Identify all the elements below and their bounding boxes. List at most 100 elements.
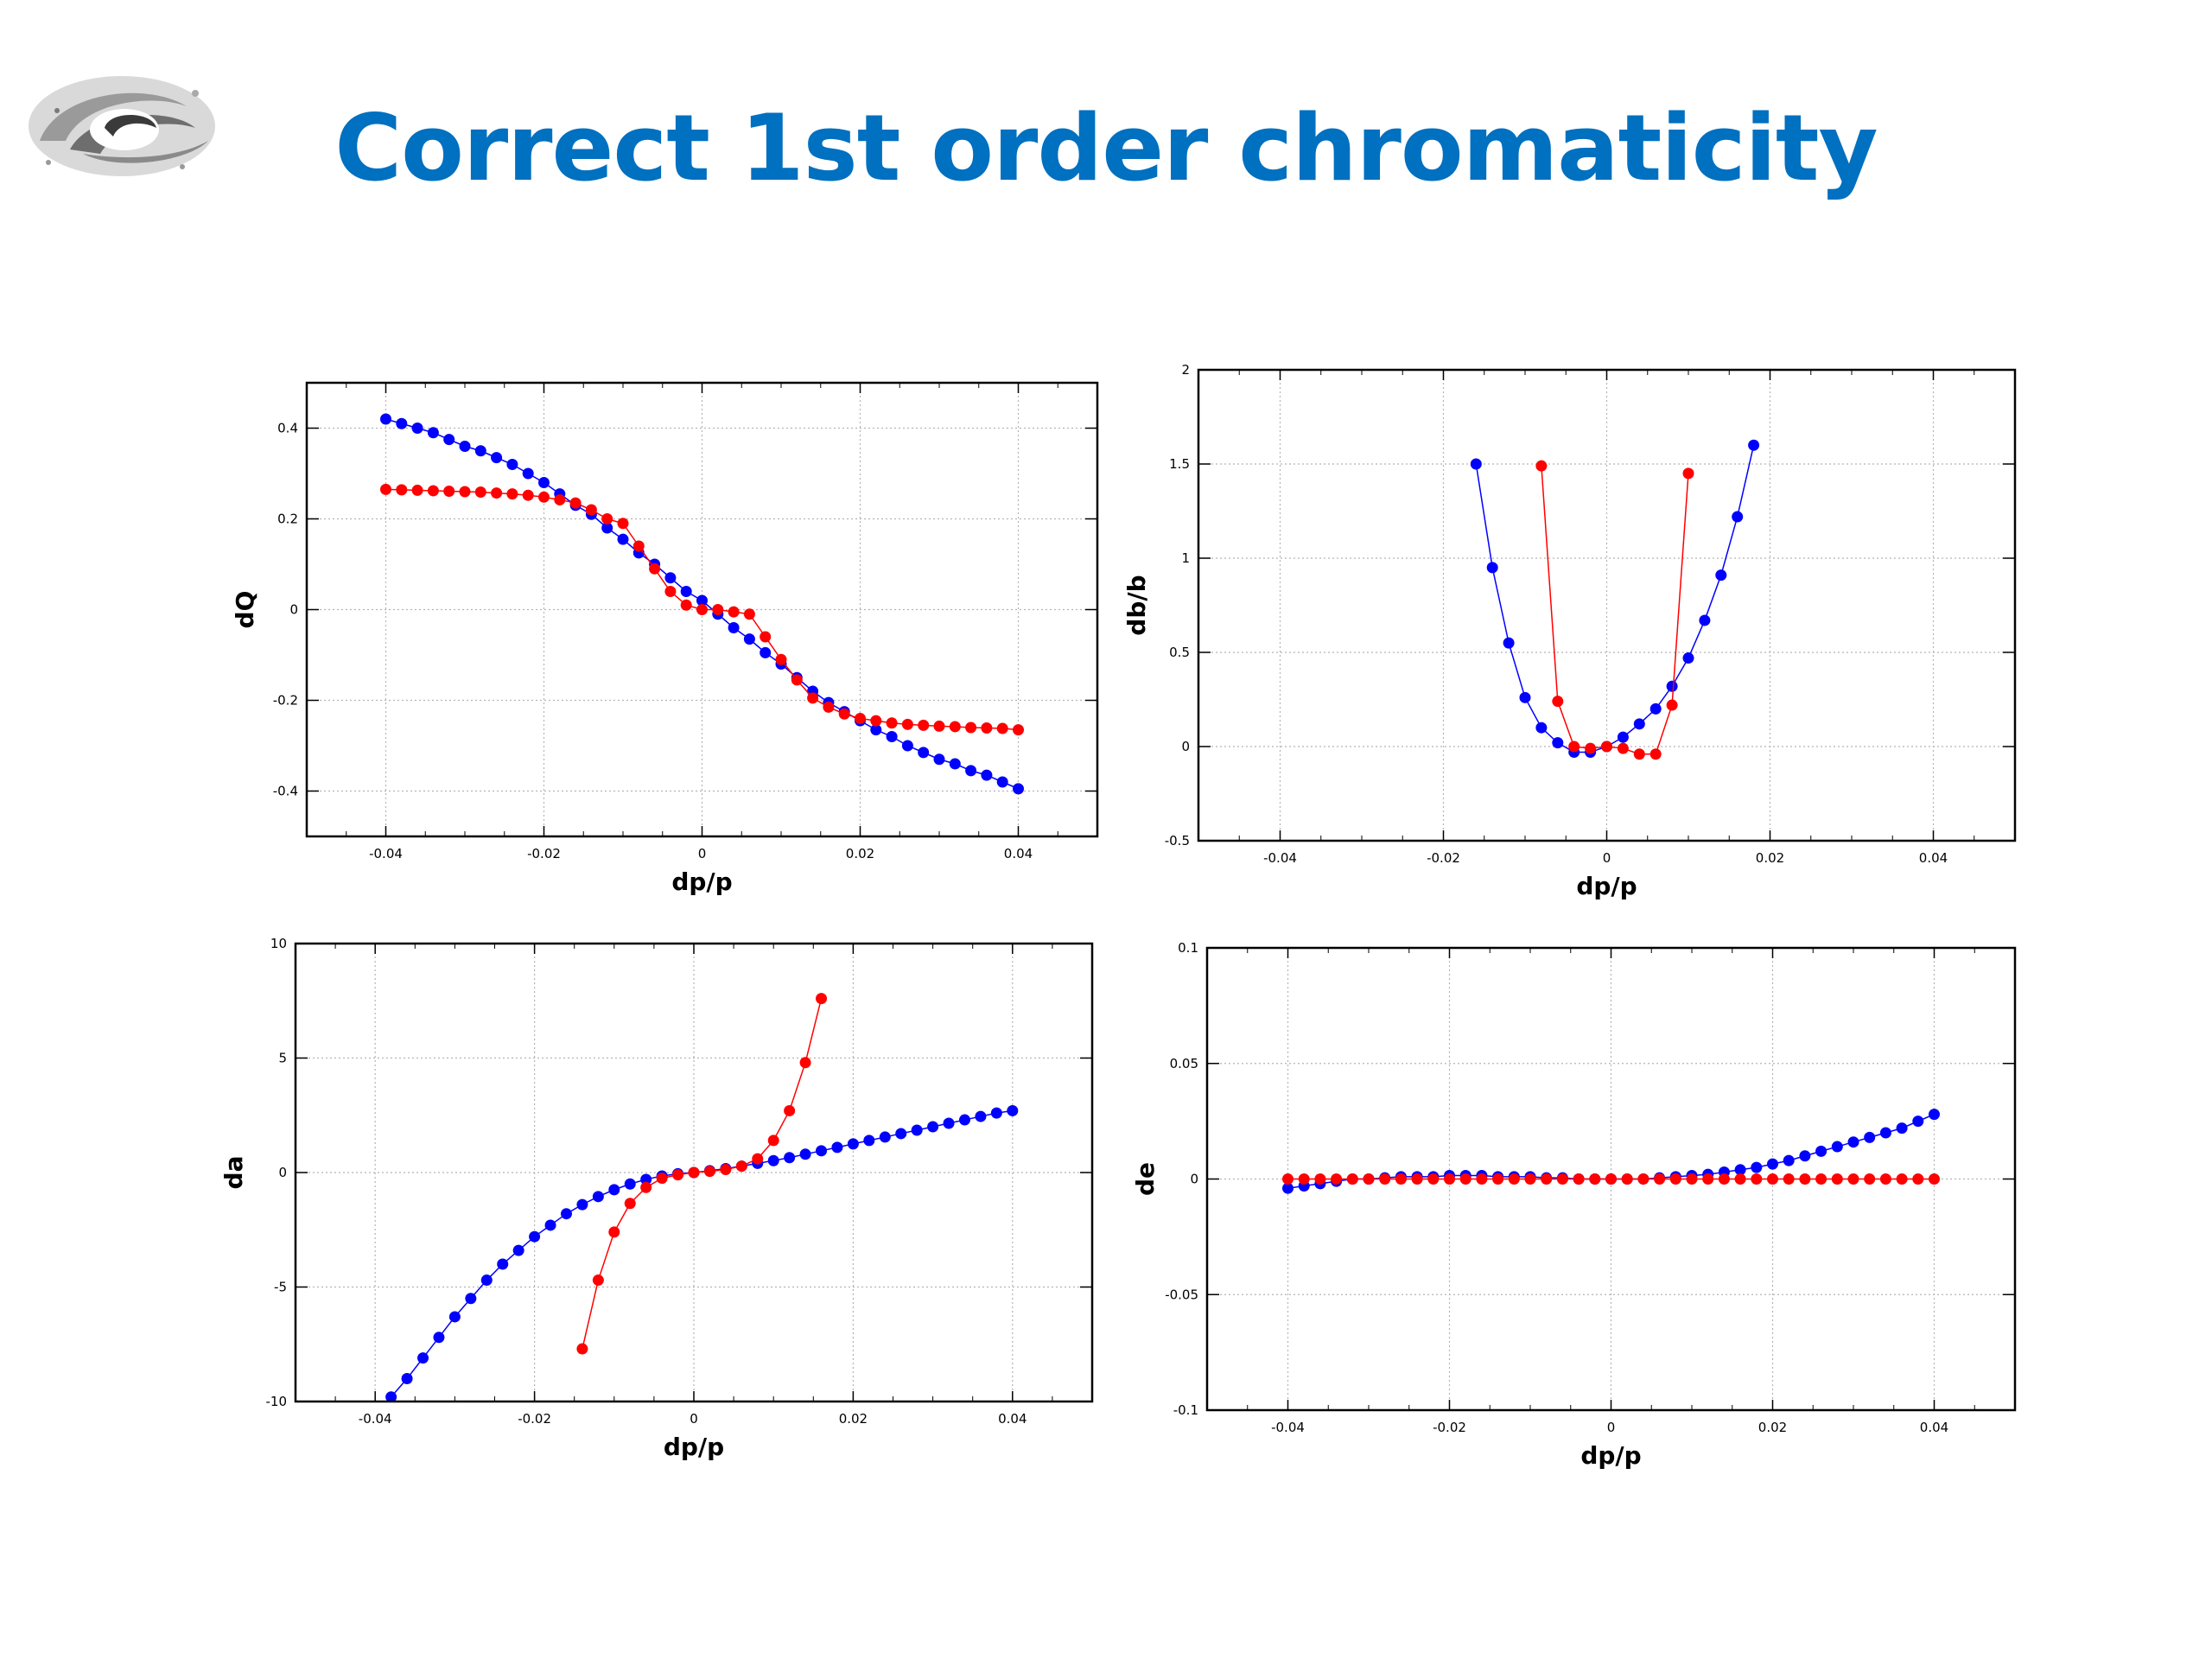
data-point — [1314, 1173, 1326, 1185]
data-point — [1896, 1122, 1908, 1135]
data-point — [459, 486, 471, 498]
data-point — [680, 599, 692, 611]
data-point — [831, 1141, 843, 1154]
data-point — [933, 720, 945, 732]
data-point — [918, 747, 930, 759]
data-point — [1864, 1131, 1876, 1143]
x-tick-label: 0 — [690, 1411, 698, 1427]
data-point — [396, 484, 408, 496]
data-point — [1929, 1173, 1940, 1185]
data-point — [863, 1135, 875, 1147]
data-point — [617, 533, 629, 545]
data-point — [506, 459, 518, 470]
data-point — [474, 486, 486, 499]
data-point — [1556, 1173, 1568, 1185]
data-point — [1519, 691, 1531, 703]
data-point — [522, 467, 534, 480]
x-tick-label: 0.04 — [998, 1411, 1027, 1427]
data-point — [1686, 1173, 1698, 1185]
data-point — [990, 1107, 1002, 1119]
data-point — [784, 1152, 796, 1164]
x-axis-label: dp/p — [1580, 1441, 1641, 1470]
data-point — [1379, 1173, 1391, 1185]
chart-dq: -0.04 -0.02 0 0.02 0.04 -0.4 -0.2 0 0.2 0.4 dp/p dQ — [231, 381, 1099, 896]
x-tick-label: -0.04 — [369, 846, 403, 861]
data-point — [1649, 702, 1662, 715]
data-point — [1847, 1173, 1859, 1185]
data-point — [696, 594, 708, 607]
data-point — [901, 740, 913, 752]
data-point — [1552, 696, 1564, 708]
y-tick-label: -10 — [266, 1394, 288, 1409]
data-point — [1605, 1173, 1617, 1185]
data-point — [1751, 1161, 1763, 1173]
data-point — [1799, 1150, 1811, 1162]
data-point — [816, 993, 828, 1005]
data-point — [1395, 1173, 1407, 1185]
data-point — [544, 1219, 556, 1231]
data-point — [1864, 1173, 1876, 1185]
y-tick-label: 0.05 — [1170, 1056, 1198, 1071]
data-point — [1411, 1173, 1423, 1185]
y-tick-label: 0 — [1190, 1172, 1198, 1187]
x-tick-label: 0.04 — [1920, 1420, 1948, 1435]
series-blue — [380, 413, 1024, 795]
plot-frame — [1205, 946, 2017, 1412]
x-tick-label: 0.02 — [1758, 1420, 1787, 1435]
data-point — [569, 497, 582, 509]
data-point — [975, 1110, 987, 1122]
data-point — [1654, 1173, 1666, 1185]
data-point — [656, 1173, 668, 1185]
data-point — [855, 713, 866, 724]
y-tick-label: -0.5 — [1165, 833, 1190, 849]
data-point — [538, 491, 550, 503]
data-point — [901, 718, 913, 730]
x-tick-label: -0.02 — [527, 846, 561, 861]
data-point — [1282, 1182, 1294, 1194]
y-axis-label: dQ — [231, 591, 259, 629]
data-point — [1718, 1173, 1730, 1185]
data-point — [728, 622, 740, 633]
y-tick-label: 2 — [1181, 362, 1190, 378]
data-point — [640, 1173, 652, 1185]
data-point — [918, 719, 930, 731]
data-point — [1649, 748, 1662, 760]
y-tick-label: -0.2 — [273, 693, 298, 709]
data-point — [1013, 783, 1024, 795]
data-point — [927, 1121, 939, 1133]
series-line — [1541, 466, 1689, 755]
data-point — [703, 1166, 715, 1178]
data-point — [1715, 569, 1727, 582]
data-point — [943, 1117, 955, 1129]
data-point — [784, 1104, 796, 1116]
data-point — [443, 434, 455, 446]
x-axis-label: dp/p — [1576, 872, 1637, 900]
data-point — [632, 540, 645, 552]
data-point — [949, 758, 961, 770]
series-line — [1475, 445, 1755, 753]
data-point — [608, 1184, 620, 1196]
data-point — [480, 1274, 493, 1287]
data-point — [1298, 1173, 1310, 1185]
x-tick-label: -0.02 — [1433, 1420, 1466, 1435]
data-point — [1896, 1173, 1908, 1185]
data-point — [799, 1148, 811, 1160]
data-point — [1007, 1104, 1019, 1116]
data-point — [799, 1057, 811, 1069]
y-tick-label: -0.05 — [1165, 1287, 1198, 1302]
series-red — [1282, 1173, 1940, 1185]
data-point — [895, 1128, 907, 1140]
data-point — [624, 1178, 636, 1190]
data-point — [560, 1208, 572, 1220]
data-point — [847, 1138, 859, 1150]
data-point — [1929, 1109, 1940, 1121]
x-tick-label: -0.04 — [1271, 1420, 1305, 1435]
data-point — [958, 1114, 970, 1126]
data-point — [767, 1154, 779, 1166]
data-point — [1702, 1173, 1714, 1185]
data-point — [933, 753, 945, 766]
data-point — [1331, 1173, 1343, 1185]
y-tick-label: 0.4 — [277, 421, 298, 436]
slide-title: Correct 1st order chromaticity — [334, 95, 1878, 201]
